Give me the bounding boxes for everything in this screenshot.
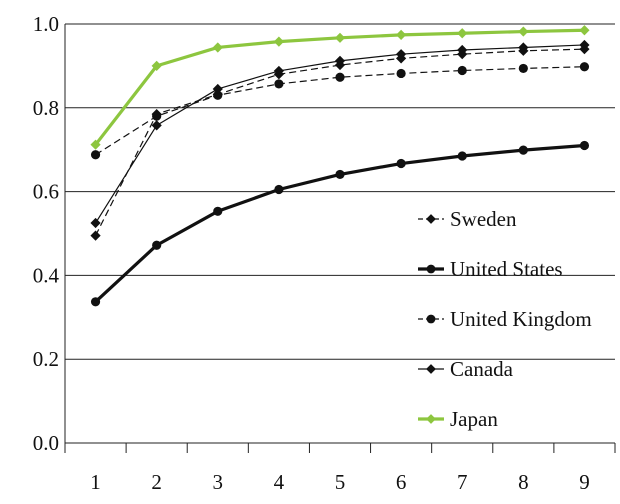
data-point-united-kingdom (213, 90, 223, 100)
data-point-united-states (457, 151, 467, 161)
data-point-canada (334, 55, 346, 66)
y-tick-label: 0.8 (33, 96, 59, 120)
data-point-japan (334, 32, 346, 43)
legend-item-canada: Canada (418, 357, 514, 381)
data-point-united-states (518, 145, 528, 155)
legend-marker-united-kingdom (426, 314, 436, 324)
legend-marker-canada (426, 364, 436, 374)
x-tick-label: 2 (151, 470, 162, 494)
data-point-japan (212, 42, 223, 53)
data-point-united-kingdom (90, 150, 101, 160)
data-point-united-states (274, 184, 284, 195)
data-point-united-kingdom (152, 111, 162, 121)
data-point-canada (579, 39, 590, 51)
x-tick-label: 7 (457, 470, 468, 494)
legend-marker-united-states (426, 264, 436, 274)
data-point-united-kingdom (518, 63, 528, 74)
y-tick-label: 0.0 (33, 431, 59, 455)
legend-item-sweden: Sweden (418, 207, 517, 231)
axes (64, 24, 616, 453)
x-tick-label: 6 (396, 470, 407, 494)
series-group (90, 25, 590, 307)
data-point-united-kingdom (579, 62, 590, 72)
data-point-sweden (90, 230, 101, 241)
data-point-united-states (90, 297, 101, 307)
legend-label-japan: Japan (450, 407, 498, 431)
data-point-japan (457, 28, 468, 39)
y-tick-label: 1.0 (33, 12, 59, 36)
gridlines (65, 23, 615, 444)
data-point-canada (457, 44, 468, 56)
x-tick-label: 9 (579, 470, 590, 494)
data-point-canada (518, 42, 529, 53)
data-point-japan (396, 29, 407, 40)
legend-item-united-kingdom: United Kingdom (418, 307, 592, 331)
data-point-japan (518, 26, 529, 37)
legend-label-canada: Canada (450, 357, 514, 381)
data-point-united-kingdom (274, 79, 284, 89)
y-tick-label: 0.4 (33, 263, 60, 287)
legend-item-united-states: United States (418, 257, 563, 281)
y-tick-label: 0.6 (33, 180, 59, 204)
data-point-united-states (213, 206, 223, 216)
data-point-united-states (396, 158, 406, 169)
series-united-states (90, 140, 590, 307)
x-tick-label: 5 (335, 470, 346, 494)
legend-label-united-kingdom: United Kingdom (450, 307, 592, 331)
legend-marker-japan (426, 414, 436, 424)
series-united-kingdom (90, 62, 590, 160)
series-japan (90, 25, 590, 150)
data-point-canada (273, 65, 284, 77)
data-point-japan (579, 25, 590, 36)
data-point-japan (90, 139, 101, 150)
legend-label-united-states: United States (450, 257, 563, 281)
data-point-canada (151, 120, 162, 131)
y-tick-label: 0.2 (33, 347, 59, 371)
x-tick-label: 3 (213, 470, 224, 494)
x-tick-label: 1 (90, 470, 101, 494)
data-point-canada (396, 49, 407, 60)
series-line-canada (95, 44, 585, 224)
data-point-united-kingdom (335, 72, 345, 82)
data-point-japan (273, 36, 284, 47)
x-tick-label: 4 (274, 470, 285, 494)
data-point-japan (151, 60, 162, 71)
legend-item-japan: Japan (418, 407, 498, 431)
series-line-united-kingdom (95, 66, 585, 156)
series-line-sweden (95, 48, 585, 236)
data-point-united-states (335, 169, 345, 180)
legend-marker-sweden (426, 214, 436, 224)
data-point-canada (212, 83, 223, 95)
data-point-united-states (152, 240, 162, 250)
legend-label-sweden: Sweden (450, 207, 517, 231)
tick-labels: 0.0 0.2 0.4 0.6 0.8 1.0 1 2 3 4 5 6 7 8 9 (33, 12, 590, 494)
data-point-united-kingdom (457, 65, 467, 76)
data-point-canada (90, 217, 101, 229)
legend: Sweden United States United Kingdom Canada J… (418, 207, 592, 431)
data-point-united-states (579, 140, 590, 151)
x-tick-label: 8 (518, 470, 529, 494)
series-canada (90, 39, 590, 229)
data-point-united-kingdom (396, 68, 406, 79)
